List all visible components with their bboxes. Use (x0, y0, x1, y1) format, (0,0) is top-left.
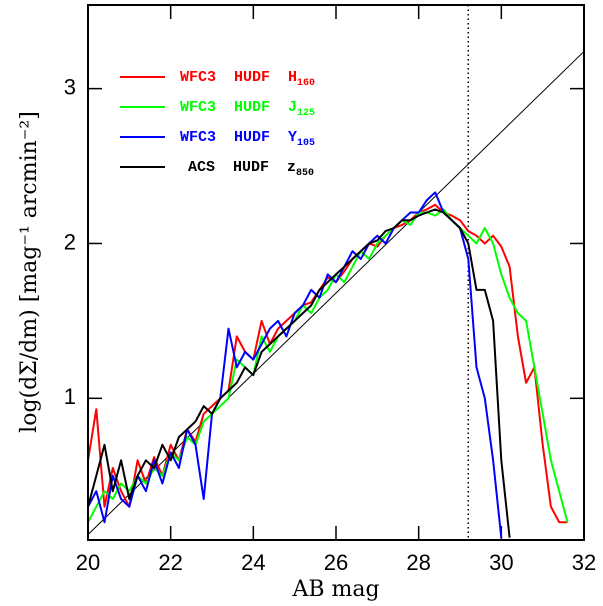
x-tick-label: 22 (158, 550, 182, 575)
legend-subscript: 160 (297, 78, 315, 89)
legend-subscript: 125 (297, 108, 315, 119)
legend-name: WFC3 HUDF J (180, 99, 297, 116)
series-line (88, 208, 511, 538)
plot-area (88, 5, 584, 540)
legend-label: WFC3 HUDF H160 (180, 69, 315, 89)
legend-name: ACS HUDF z (188, 159, 296, 176)
plot-frame (87, 4, 585, 541)
legend-label: WFC3 HUDF J125 (180, 99, 315, 119)
x-tick-label: 24 (241, 550, 265, 575)
x-tick-label: 20 (76, 550, 100, 575)
x-tick-label: 30 (489, 550, 513, 575)
fit-line (88, 51, 584, 535)
y-axis-label: log(dΣ/dm) [mag⁻¹ arcmin⁻²] (17, 111, 42, 433)
legend-subscript: 105 (297, 138, 315, 149)
legend-subscript: 850 (296, 168, 314, 179)
series-line (88, 191, 503, 538)
legend-name: WFC3 HUDF Y (180, 129, 297, 146)
x-tick-label: 32 (572, 550, 596, 575)
x-axis-label: AB mag (291, 577, 379, 602)
legend-label: ACS HUDF z850 (188, 159, 314, 179)
x-tick-label: 28 (406, 550, 430, 575)
y-tick-label: 3 (64, 74, 76, 99)
y-tick-label: 1 (64, 384, 76, 409)
legend-name: WFC3 HUDF H (180, 69, 297, 86)
x-tick-label: 26 (324, 550, 348, 575)
legend-label: WFC3 HUDF Y105 (180, 129, 315, 149)
y-tick-label: 2 (64, 229, 76, 254)
